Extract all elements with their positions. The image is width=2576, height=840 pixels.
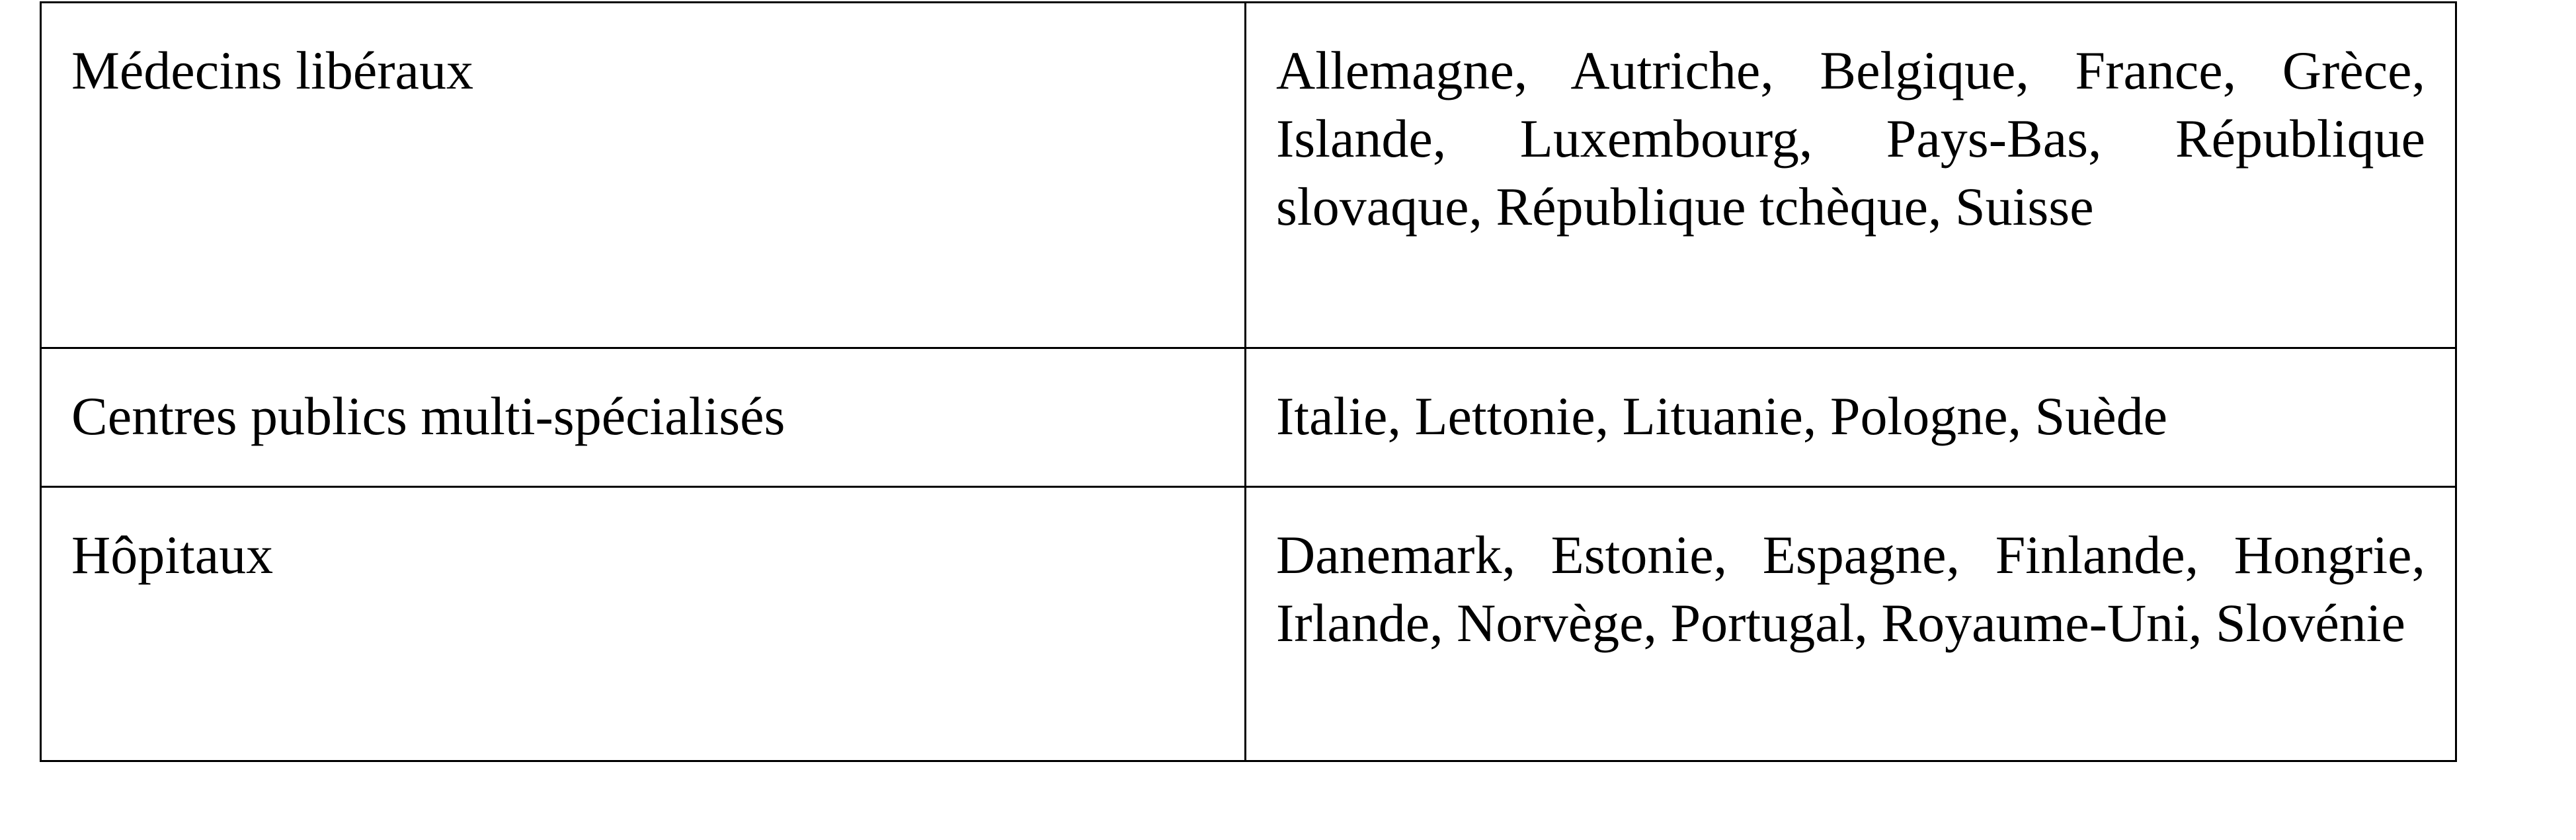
table-row: Médecins libéraux Allemagne, Autriche, B… bbox=[40, 1, 2457, 349]
category-cell: Hôpitaux bbox=[40, 486, 1246, 762]
countries-cell: Danemark, Estonie, Espagne, Finlande, Ho… bbox=[1244, 486, 2457, 762]
countries-cell: Italie, Lettonie, Lituanie, Pologne, Suè… bbox=[1244, 347, 2457, 488]
provider-country-table: Médecins libéraux Allemagne, Autriche, B… bbox=[40, 1, 2457, 762]
table-row: Hôpitaux Danemark, Estonie, Espagne, Fin… bbox=[40, 486, 2457, 762]
category-cell: Médecins libéraux bbox=[40, 1, 1246, 349]
table-row: Centres publics multi-spécialisés Italie… bbox=[40, 347, 2457, 488]
category-cell: Centres publics multi-spécialisés bbox=[40, 347, 1246, 488]
countries-cell: Allemagne, Autriche, Belgique, France, G… bbox=[1244, 1, 2457, 349]
